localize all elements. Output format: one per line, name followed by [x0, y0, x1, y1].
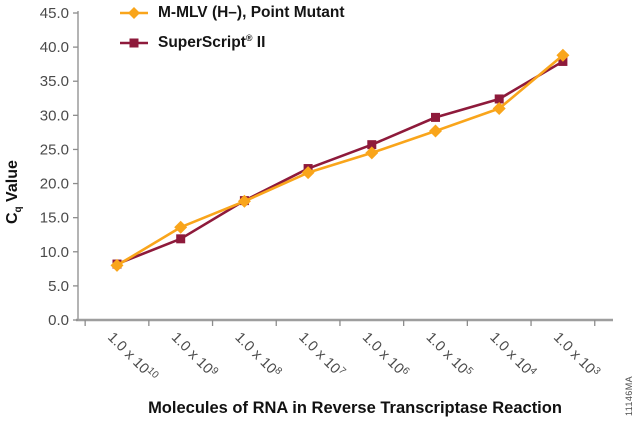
- data-point-diamond: [556, 48, 570, 62]
- y-tick-label: 35.0: [40, 73, 69, 90]
- y-tick-label: 30.0: [40, 107, 69, 124]
- y-tick-label: 15.0: [40, 210, 69, 227]
- y-axis-title: Cq Value: [0, 0, 28, 385]
- data-point-square: [431, 112, 440, 122]
- data-point-square: [367, 140, 377, 150]
- x-axis-title: Molecules of RNA in Reverse Transcriptas…: [148, 399, 562, 417]
- data-point-diamond: [237, 194, 251, 208]
- legend-marker-shape: [129, 38, 139, 48]
- data-point-diamond: [492, 102, 506, 116]
- legend-square-icon: [120, 38, 148, 48]
- y-tick-label: 5.0: [48, 278, 69, 295]
- y-tick-label: 25.0: [40, 141, 69, 158]
- y-tick-label: 20.0: [40, 176, 69, 193]
- x-tick-label: 1.0 x 109: [168, 329, 221, 382]
- data-point-square: [494, 94, 504, 104]
- legend-item: M-MLV (H–), Point Mutant: [118, 0, 345, 28]
- y-tick-label: 0.0: [48, 312, 69, 329]
- legend: M-MLV (H–), Point Mutant SuperScript® II: [118, 0, 345, 58]
- x-tick-label: 1.0 x 108: [232, 329, 285, 382]
- data-point-square: [176, 234, 186, 244]
- x-tick-label: 1.0 x 104: [486, 329, 539, 382]
- legend-item: SuperScript® II: [118, 28, 345, 58]
- x-tick-label: 1.0 x 105: [423, 329, 476, 382]
- y-tick-label: 10.0: [40, 244, 69, 261]
- y-tick-label: 45.0: [40, 5, 69, 22]
- x-tick-label: 1.0 x 103: [550, 329, 603, 382]
- legend-label: SuperScript® II: [158, 33, 266, 52]
- legend-label: M-MLV (H–), Point Mutant: [158, 4, 345, 21]
- x-tick-label: 1.0 x 106: [359, 329, 412, 382]
- series-line-square: [115, 60, 565, 266]
- legend-marker-shape: [128, 7, 140, 19]
- series-line-diamond: [115, 53, 565, 267]
- data-point-diamond: [301, 166, 315, 180]
- x-tick-label: 1.0 x 1010: [104, 329, 161, 386]
- data-point-diamond: [110, 258, 124, 272]
- data-point-diamond: [174, 220, 188, 234]
- x-tick-label: 1.0 x 107: [295, 329, 348, 382]
- data-point-diamond: [365, 146, 379, 160]
- data-point-diamond: [429, 124, 442, 138]
- y-tick-label: 40.0: [40, 39, 69, 56]
- y-axis-title-text: Cq Value: [3, 160, 25, 225]
- legend-diamond-icon: [120, 7, 148, 19]
- figure-number: 11146MA: [624, 376, 634, 416]
